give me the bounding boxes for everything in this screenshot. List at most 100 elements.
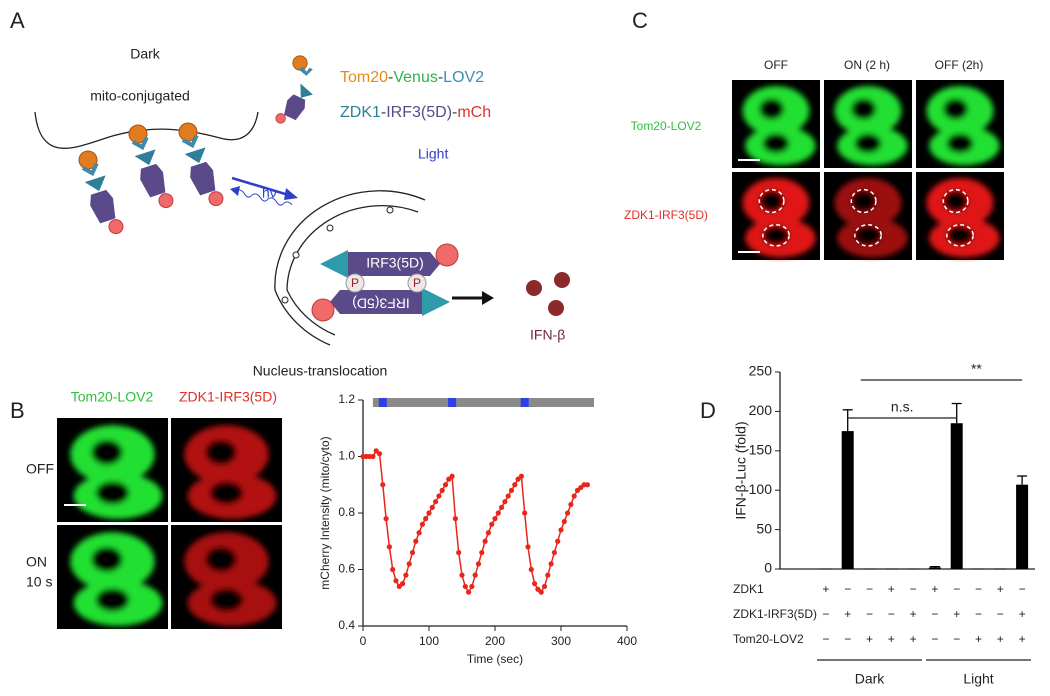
data-point — [449, 473, 455, 479]
nucleus-outline — [762, 224, 790, 247]
data-point — [525, 544, 531, 550]
x-tick-label: 400 — [617, 634, 637, 648]
data-point — [452, 516, 458, 522]
data-point — [433, 499, 439, 505]
irf3-label: IRF3(5D) — [352, 295, 410, 311]
condition-sign: − — [975, 582, 982, 596]
legend-entry: Tom20-Venus-LOV2 — [340, 69, 484, 86]
data-point — [561, 518, 567, 525]
condition-sign: + — [888, 632, 895, 646]
error-bar — [842, 409, 853, 432]
cells — [184, 532, 277, 626]
label-ifn: IFN-β — [530, 327, 565, 343]
cells — [834, 86, 908, 166]
nucleus — [91, 439, 123, 465]
data-point — [436, 493, 442, 499]
y-tick-label: 250 — [749, 363, 773, 379]
arrowhead — [230, 186, 240, 196]
bar — [841, 431, 854, 569]
error-bar — [1017, 475, 1028, 485]
nucleus — [946, 225, 974, 246]
x-tick-label: 100 — [419, 634, 439, 648]
nucleus — [759, 190, 784, 212]
data-point — [482, 538, 488, 544]
data-point — [456, 549, 462, 556]
significance-label: ** — [971, 361, 982, 377]
cells — [926, 178, 1000, 258]
condition-sign: − — [953, 582, 960, 596]
construct-icon — [73, 146, 126, 240]
condition-sign: − — [888, 607, 895, 621]
data-point — [429, 504, 435, 510]
data-point — [393, 578, 399, 584]
condition-sign: − — [822, 607, 829, 621]
nucleus-outline — [758, 188, 785, 214]
legend-part: Venus — [393, 69, 437, 86]
nucleus — [762, 133, 790, 154]
y-tick-label: 1.0 — [338, 449, 355, 463]
data-point — [439, 487, 445, 493]
label-dark: Dark — [130, 46, 161, 62]
mch — [311, 298, 335, 322]
y-tick-label: 0 — [764, 560, 772, 576]
legend-part: - — [388, 69, 393, 86]
light-pulse — [448, 398, 457, 407]
data-point — [413, 538, 419, 544]
label-light: Light — [418, 146, 448, 162]
bar — [1016, 484, 1029, 569]
nucleus — [943, 98, 968, 120]
nucleus — [205, 439, 237, 465]
light-bar — [372, 398, 594, 407]
condition-sign: + — [844, 607, 851, 621]
cells — [742, 178, 816, 258]
ifn-dot — [548, 300, 564, 316]
arrowhead — [482, 291, 494, 305]
condition-sign: − — [910, 582, 917, 596]
nuclear-envelope — [286, 205, 419, 336]
data-point — [370, 453, 376, 460]
data-point — [545, 572, 551, 578]
data-point — [485, 530, 491, 536]
condition-sign: + — [1019, 607, 1026, 621]
data-point — [528, 566, 534, 573]
data-point — [390, 566, 396, 573]
data-point — [419, 521, 425, 527]
data-point — [522, 510, 528, 516]
light-pulse — [520, 398, 529, 407]
label-nucleus: Nucleus-translocation — [253, 363, 388, 379]
zdk1 — [422, 288, 450, 316]
condition-sign: + — [931, 582, 938, 596]
data-point — [518, 473, 525, 479]
panel-letter: C — [632, 8, 648, 33]
data-point — [376, 451, 383, 457]
legend-part: Tom20 — [340, 69, 388, 86]
irf3-bottom — [330, 290, 422, 314]
legend-icon — [292, 55, 313, 76]
condition-sign: − — [997, 607, 1004, 621]
condition-sign: + — [1019, 632, 1026, 646]
panel-letter: A — [10, 8, 25, 33]
nucleus — [91, 546, 123, 572]
zdk1 — [320, 250, 348, 278]
nucleus — [209, 481, 244, 505]
data-point — [532, 581, 538, 587]
label-mito: mito-conjugated — [90, 88, 190, 104]
phospho-label: P — [351, 276, 359, 290]
bar — [885, 568, 898, 570]
data-point — [459, 572, 465, 578]
data-point — [495, 510, 501, 516]
data-point — [492, 516, 498, 522]
column-label: OFF — [764, 58, 788, 72]
nucleus — [759, 98, 784, 120]
nucleus-outline — [854, 224, 882, 247]
bar — [972, 568, 985, 570]
data-point — [383, 516, 389, 522]
row-label: OFF — [26, 461, 54, 477]
data-point — [472, 572, 478, 578]
panel-letter: B — [10, 398, 25, 423]
bar — [863, 568, 876, 570]
bar — [907, 568, 920, 570]
data-point — [400, 581, 406, 587]
cells — [70, 425, 163, 519]
